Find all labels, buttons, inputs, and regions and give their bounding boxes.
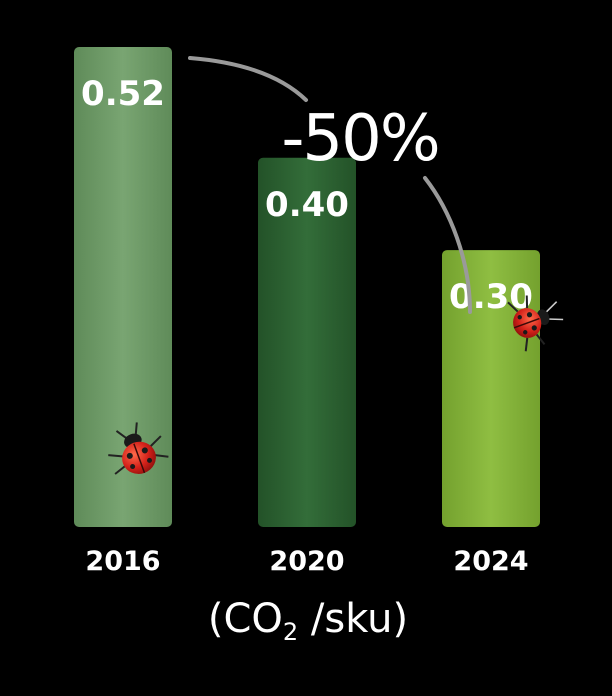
bar-value-label: 0.40	[265, 185, 349, 225]
category-label: 2016	[85, 546, 160, 577]
bars-group: 0.52 2016 0.40 2020 0.30 2024	[74, 47, 540, 577]
reduction-arc-lower	[423, 176, 472, 314]
reduction-arc	[188, 56, 308, 102]
unit-label: (CO2 /sku)	[208, 596, 408, 646]
bar-value-label: 0.30	[449, 277, 533, 317]
category-label: 2020	[269, 546, 344, 577]
bar-2020	[258, 157, 356, 527]
category-label: 2024	[453, 546, 528, 577]
reduction-percent-label: -50%	[281, 102, 438, 176]
ladybug-icon	[108, 422, 169, 475]
ladybug-icon	[507, 295, 564, 352]
bar-value-label: 0.52	[81, 74, 165, 114]
bar-2016	[74, 47, 172, 527]
